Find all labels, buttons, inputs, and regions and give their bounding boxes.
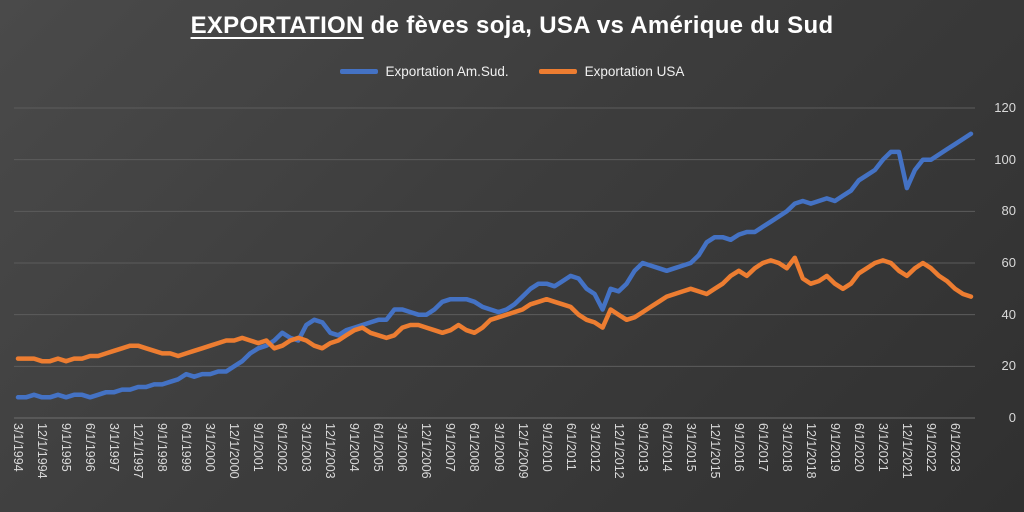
legend-swatch-usa-icon xyxy=(538,69,577,74)
legend-swatch-am-sud-icon xyxy=(339,69,378,74)
y-axis: 0 20 40 60 80 100 120 xyxy=(982,0,1018,512)
y-axis-label: 60 xyxy=(1001,255,1016,270)
y-axis-label: 100 xyxy=(994,151,1016,167)
chart-title-emphasis: EXPORTATION xyxy=(190,12,364,39)
y-axis-label: 120 xyxy=(994,100,1016,115)
legend-label-am-sud: Exportation Am.Sud. xyxy=(385,64,509,79)
legend-item-am-sud: Exportation Am.Sud. xyxy=(339,64,509,79)
legend-item-usa: Exportation USA xyxy=(538,64,685,79)
legend-label-usa: Exportation USA xyxy=(584,64,685,79)
y-axis-label: 20 xyxy=(1001,358,1016,374)
y-axis-label: 80 xyxy=(1001,203,1016,219)
chart-title-rest: de fèves soja, USA vs Amérique du Sud xyxy=(363,12,834,39)
legend: Exportation Am.Sud. Exportation USA xyxy=(0,64,1024,79)
y-axis-label: 40 xyxy=(1001,306,1016,322)
y-axis-label: 0 xyxy=(1008,410,1016,425)
chart-title: EXPORTATION de fèves soja, USA vs Amériq… xyxy=(0,12,1024,40)
series-line-am-sud xyxy=(15,131,974,400)
series-line-usa xyxy=(15,255,974,364)
